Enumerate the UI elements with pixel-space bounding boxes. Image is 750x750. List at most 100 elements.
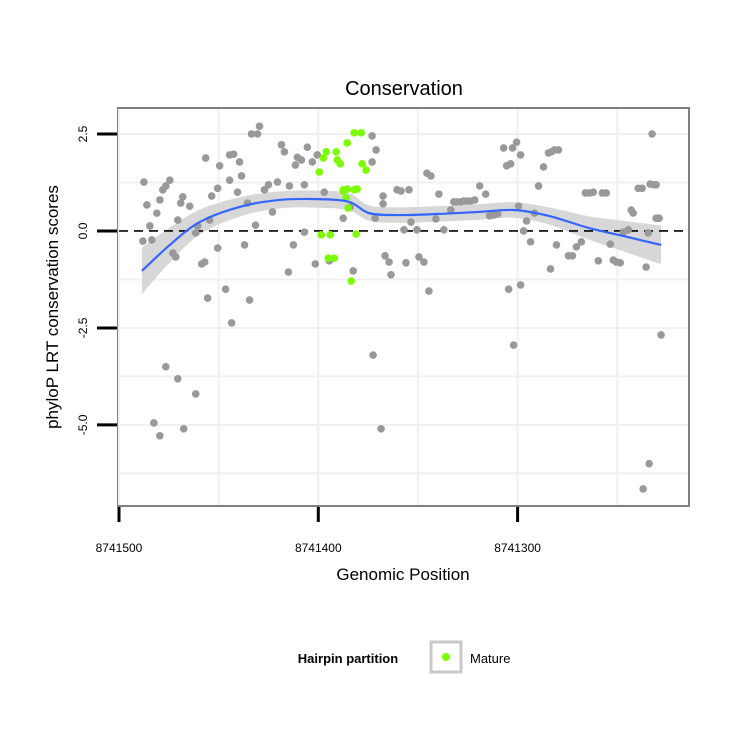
x-tick-label: 8741300 — [494, 541, 541, 555]
data-point — [624, 226, 633, 234]
data-point — [320, 188, 329, 196]
data-point — [273, 178, 282, 186]
data-point — [577, 238, 586, 246]
x-axis-title: Genomic Position — [336, 565, 469, 584]
data-point — [552, 241, 561, 249]
data-point — [179, 425, 188, 433]
data-point — [143, 201, 151, 209]
data-point — [568, 251, 577, 260]
data-point — [385, 258, 393, 266]
data-point — [397, 187, 405, 195]
data-point — [300, 181, 309, 189]
data-point-mature — [344, 204, 352, 212]
data-point — [225, 176, 234, 184]
data-point — [173, 374, 182, 383]
data-point-mature — [352, 230, 360, 238]
data-point — [589, 188, 598, 196]
data-point — [506, 160, 515, 168]
legend-key-mature — [442, 653, 450, 661]
data-point — [379, 200, 387, 208]
data-point — [371, 214, 379, 222]
data-point-mature — [362, 166, 370, 174]
data-point — [519, 227, 528, 235]
data-point — [148, 236, 156, 244]
data-point — [407, 218, 415, 226]
data-point — [526, 238, 535, 246]
data-point — [140, 178, 148, 186]
data-point — [247, 130, 256, 138]
data-point-mature — [347, 277, 355, 285]
data-point-mature — [319, 154, 328, 162]
x-tick-label: 8741400 — [295, 541, 342, 555]
data-point — [289, 241, 298, 249]
data-point — [150, 419, 158, 427]
data-point — [652, 181, 660, 189]
data-point — [313, 151, 322, 159]
data-point — [229, 150, 238, 158]
data-point — [207, 192, 216, 200]
data-point — [427, 172, 435, 180]
data-point — [171, 253, 180, 261]
data-point — [213, 184, 222, 193]
data-point-mature — [315, 168, 324, 176]
data-point — [539, 163, 548, 171]
y-axis-title: phyloP LRT conservation scores — [43, 185, 62, 429]
data-point — [516, 281, 525, 289]
data-point — [447, 206, 455, 214]
data-point — [379, 192, 387, 200]
data-point — [251, 221, 260, 229]
data-point — [435, 190, 443, 198]
data-point — [176, 199, 185, 207]
data-point — [493, 210, 502, 218]
data-point — [602, 189, 611, 197]
x-tick-label: 8741500 — [96, 541, 143, 555]
data-point — [311, 260, 320, 268]
data-point-mature — [336, 160, 345, 168]
data-points — [139, 122, 665, 493]
data-point — [255, 122, 264, 131]
data-point — [377, 425, 385, 433]
data-point — [139, 237, 147, 245]
data-point-mature — [343, 139, 351, 147]
data-point — [201, 154, 210, 162]
data-point-mature — [357, 129, 365, 137]
data-point — [235, 158, 244, 166]
data-point — [233, 188, 242, 196]
data-point — [277, 141, 286, 149]
data-point — [432, 215, 440, 223]
legend-label-mature: Mature — [470, 651, 510, 666]
data-point-mature — [358, 160, 366, 168]
data-point — [381, 251, 389, 260]
data-point — [387, 271, 395, 279]
legend-title: Hairpin partition — [298, 651, 398, 666]
data-point — [475, 182, 484, 190]
data-point-mature — [343, 185, 351, 193]
data-point — [308, 158, 317, 166]
data-point — [162, 182, 170, 190]
data-point — [191, 229, 200, 237]
data-point — [185, 202, 194, 210]
data-point-mature — [353, 185, 361, 193]
data-point — [300, 228, 309, 236]
data-point — [203, 294, 212, 302]
data-point — [522, 217, 531, 225]
data-point — [606, 240, 615, 248]
data-point — [642, 263, 650, 271]
data-point — [156, 431, 164, 440]
data-point — [516, 151, 525, 159]
data-point-mature — [326, 231, 335, 239]
grid-lines — [117, 109, 688, 505]
data-point — [368, 132, 376, 140]
data-point — [512, 138, 521, 146]
data-point — [645, 459, 653, 468]
chart-title: Conservation — [345, 78, 463, 100]
data-point — [191, 390, 200, 398]
data-point — [644, 229, 652, 237]
data-point — [425, 287, 433, 295]
smooth-line — [141, 197, 662, 272]
data-point — [402, 258, 410, 267]
data-point — [162, 362, 170, 371]
data-point — [499, 144, 508, 152]
confidence-band — [141, 190, 662, 295]
data-point — [572, 243, 581, 251]
